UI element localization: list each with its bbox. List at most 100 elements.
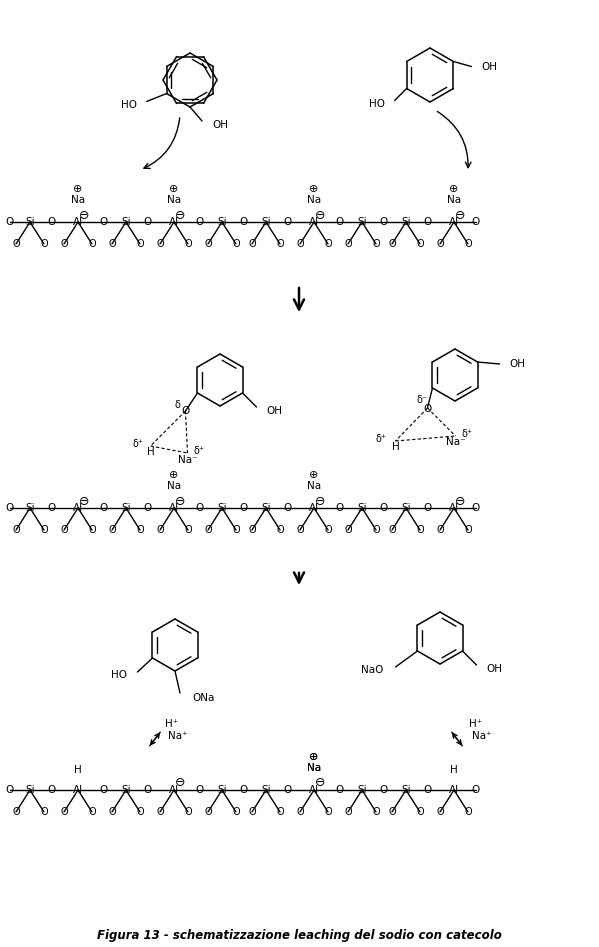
Text: O: O — [240, 217, 248, 227]
Text: O: O — [240, 503, 248, 513]
Text: O: O — [380, 503, 388, 513]
Text: O: O — [196, 785, 204, 795]
Text: ⊖: ⊖ — [175, 777, 185, 790]
Text: O: O — [388, 807, 396, 817]
Text: O: O — [108, 525, 116, 535]
Text: Si: Si — [121, 503, 131, 513]
Text: ⊖: ⊖ — [314, 777, 325, 790]
Text: O: O — [284, 785, 292, 795]
Text: ⊕: ⊕ — [309, 184, 319, 194]
Text: HO: HO — [368, 98, 385, 109]
Text: OH: OH — [482, 62, 497, 72]
Text: O: O — [344, 239, 352, 249]
Text: O: O — [40, 525, 48, 535]
Text: O: O — [472, 503, 480, 513]
Text: OH: OH — [486, 664, 503, 674]
Text: O: O — [240, 785, 248, 795]
Text: Al: Al — [73, 503, 83, 513]
Text: O: O — [12, 807, 20, 817]
Text: O: O — [136, 807, 144, 817]
Text: ⊖: ⊖ — [78, 494, 89, 508]
Text: O: O — [196, 503, 204, 513]
Text: HO: HO — [111, 670, 128, 680]
Text: Na: Na — [447, 195, 461, 205]
Text: Si: Si — [25, 217, 35, 227]
Text: O: O — [40, 239, 48, 249]
Text: Si: Si — [121, 785, 131, 795]
Text: Si: Si — [261, 217, 271, 227]
Text: O: O — [232, 239, 240, 249]
Text: O: O — [248, 525, 256, 535]
Text: O: O — [248, 239, 256, 249]
Text: Al: Al — [73, 217, 83, 227]
Text: O: O — [100, 785, 108, 795]
Text: ⊕: ⊕ — [309, 752, 319, 762]
Text: δ⁺: δ⁺ — [194, 446, 205, 456]
Text: Si: Si — [401, 217, 411, 227]
Text: O: O — [296, 239, 304, 249]
Text: O: O — [108, 807, 116, 817]
Text: Al: Al — [169, 217, 179, 227]
Text: O: O — [136, 525, 144, 535]
Text: O: O — [88, 807, 96, 817]
Text: H: H — [392, 442, 400, 452]
Text: ⊖: ⊖ — [175, 494, 185, 508]
Text: O: O — [424, 503, 432, 513]
Text: Si: Si — [357, 785, 367, 795]
Text: O: O — [464, 239, 472, 249]
Text: ⊕: ⊕ — [309, 470, 319, 480]
Text: O: O — [436, 525, 444, 535]
Text: OH: OH — [510, 359, 525, 369]
Text: O: O — [372, 807, 380, 817]
Text: Si: Si — [357, 217, 367, 227]
Text: H⁺: H⁺ — [470, 719, 483, 729]
Text: O: O — [60, 239, 68, 249]
Text: ONa: ONa — [192, 693, 214, 703]
Text: O: O — [464, 807, 472, 817]
Text: O: O — [416, 239, 424, 249]
Text: O: O — [48, 503, 56, 513]
Text: O: O — [6, 785, 14, 795]
Text: O: O — [296, 525, 304, 535]
Text: O: O — [88, 525, 96, 535]
Text: δ⁺: δ⁺ — [376, 434, 387, 444]
Text: Na: Na — [167, 481, 181, 491]
Text: O: O — [416, 807, 424, 817]
Text: Si: Si — [357, 503, 367, 513]
Text: O: O — [284, 217, 292, 227]
Text: Al: Al — [309, 503, 319, 513]
Text: O: O — [344, 525, 352, 535]
Text: O: O — [156, 239, 164, 249]
Text: O: O — [144, 217, 152, 227]
Text: Si: Si — [401, 503, 411, 513]
Text: O: O — [12, 239, 20, 249]
Text: O: O — [388, 239, 396, 249]
Text: Figura 13 - schematizzazione leaching del sodio con catecolo: Figura 13 - schematizzazione leaching de… — [96, 928, 501, 941]
Text: O: O — [48, 785, 56, 795]
Text: ⊕: ⊕ — [73, 184, 83, 194]
Text: O: O — [324, 525, 332, 535]
Text: O: O — [232, 525, 240, 535]
Text: ⊖: ⊖ — [455, 494, 465, 508]
Text: O: O — [108, 239, 116, 249]
Text: Na⁺: Na⁺ — [472, 731, 492, 741]
Text: O: O — [88, 239, 96, 249]
Text: ⊕: ⊕ — [449, 184, 459, 194]
Text: Al: Al — [449, 503, 459, 513]
Text: H: H — [74, 765, 82, 775]
Text: ⊖: ⊖ — [455, 208, 465, 222]
Text: Al: Al — [73, 785, 83, 795]
Text: δ⁺: δ⁺ — [133, 439, 144, 449]
Text: O: O — [336, 217, 344, 227]
Text: HO: HO — [120, 99, 137, 110]
Text: Na: Na — [167, 195, 181, 205]
Text: ⊕: ⊕ — [170, 184, 179, 194]
Text: H⁺: H⁺ — [165, 719, 179, 729]
Text: O: O — [372, 239, 380, 249]
Text: Si: Si — [121, 217, 131, 227]
Text: O: O — [472, 785, 480, 795]
Text: Al: Al — [449, 217, 459, 227]
Text: Si: Si — [25, 503, 35, 513]
Text: Si: Si — [217, 785, 227, 795]
Text: O: O — [336, 785, 344, 795]
